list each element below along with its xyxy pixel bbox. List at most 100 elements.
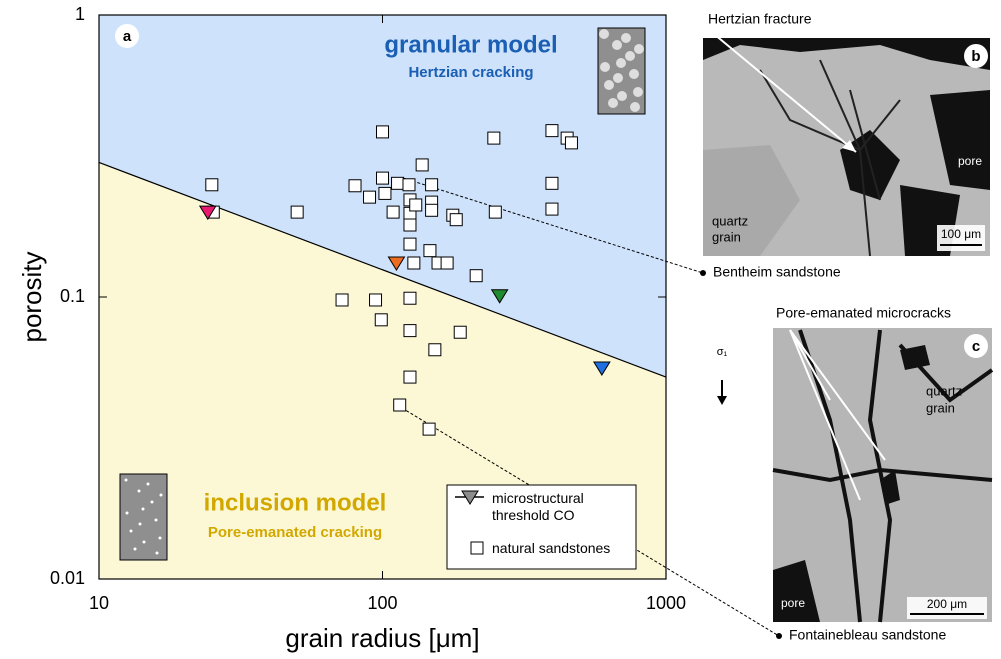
scale-label: 100 μm bbox=[941, 227, 981, 241]
annotation: Pore-emanated cracking bbox=[208, 524, 382, 541]
sandstone-point bbox=[348, 179, 362, 193]
annotation: granular model bbox=[384, 31, 557, 58]
inset-dot bbox=[634, 44, 644, 54]
inset-dot bbox=[154, 518, 158, 522]
sandstone-point bbox=[378, 186, 392, 200]
panel-label: a bbox=[123, 28, 132, 45]
sandstone-point bbox=[403, 370, 417, 384]
inset-dot bbox=[600, 62, 610, 72]
annotation: inclusion model bbox=[204, 489, 387, 516]
sandstone-point bbox=[440, 256, 454, 270]
inset-dot bbox=[124, 478, 128, 482]
y-tick-label: 0.1 bbox=[60, 286, 85, 306]
pore-label: pore bbox=[958, 154, 982, 168]
sandstone-point bbox=[469, 269, 483, 283]
inset-dot bbox=[150, 500, 154, 504]
sandstone-point bbox=[403, 237, 417, 251]
inset-dot bbox=[613, 73, 623, 83]
sandstone-point bbox=[363, 190, 377, 204]
sandstone-point bbox=[545, 176, 559, 190]
sandstone-point bbox=[290, 205, 304, 219]
y-axis-label: porosity bbox=[17, 251, 47, 342]
inset-dot bbox=[612, 40, 622, 50]
inset-dot bbox=[142, 540, 146, 544]
inset-dot bbox=[125, 511, 129, 515]
inset-dot bbox=[129, 529, 133, 533]
sandstone-point bbox=[409, 198, 423, 212]
inset-dot bbox=[158, 536, 162, 540]
sandstone-point bbox=[564, 136, 578, 150]
sandstone-point bbox=[423, 244, 437, 258]
legend-marker bbox=[461, 490, 479, 505]
threshold-point bbox=[198, 205, 217, 221]
inset-dot bbox=[159, 493, 163, 497]
threshold-line bbox=[98, 161, 667, 378]
grain-label: grain bbox=[926, 400, 955, 415]
inset-dot bbox=[604, 80, 614, 90]
sandstone-point bbox=[545, 124, 559, 138]
sandstone-point bbox=[425, 203, 439, 217]
sandstone-point bbox=[335, 293, 349, 307]
stress-label: σ₁ bbox=[717, 346, 728, 358]
x-axis-label: grain radius [μm] bbox=[285, 623, 479, 653]
y-tick-label: 0.01 bbox=[50, 568, 85, 588]
leader-line bbox=[402, 177, 704, 274]
legend-label: natural sandstones bbox=[492, 540, 611, 556]
inset-dot bbox=[633, 87, 643, 97]
inset-dot bbox=[629, 69, 639, 79]
sandstone-point bbox=[403, 291, 417, 305]
sandstone-point bbox=[205, 178, 219, 192]
sandstone-point bbox=[487, 131, 501, 145]
sandstone-point bbox=[402, 178, 416, 192]
sample-label: Bentheim sandstone bbox=[713, 264, 841, 280]
scale-label: 200 μm bbox=[927, 597, 967, 611]
sandstone-point bbox=[407, 256, 421, 270]
inset-dot bbox=[616, 58, 626, 68]
micrograph-b bbox=[703, 33, 990, 257]
x-tick-label: 10 bbox=[89, 593, 109, 613]
sandstone-point bbox=[545, 202, 559, 216]
inset-dot bbox=[621, 33, 631, 43]
inset-dot bbox=[146, 482, 150, 486]
micrograph-c bbox=[717, 328, 994, 623]
legend-box bbox=[446, 484, 637, 570]
inset-dot bbox=[630, 102, 640, 112]
sandstone-point bbox=[391, 176, 405, 190]
sandstone-point bbox=[369, 293, 383, 307]
inset-dot bbox=[608, 98, 618, 108]
inset-dot bbox=[625, 51, 635, 61]
panel-label-c: c bbox=[972, 338, 980, 355]
inset-dot bbox=[599, 29, 609, 39]
threshold-point bbox=[490, 289, 509, 304]
grain-label: grain bbox=[712, 229, 741, 244]
sandstone-point bbox=[403, 218, 417, 232]
inset-dot bbox=[138, 522, 142, 526]
pore-label: pore bbox=[781, 596, 805, 610]
inset-dot bbox=[155, 551, 159, 555]
sandstone-point bbox=[415, 158, 429, 172]
annotation: Hertzian cracking bbox=[408, 64, 533, 81]
panel-label-b: b bbox=[971, 48, 980, 65]
grain-label: quartz bbox=[712, 213, 748, 228]
sandstone-point bbox=[393, 398, 407, 412]
sandstone-point bbox=[376, 125, 389, 139]
sandstone-point bbox=[376, 171, 389, 185]
grain-label: quartz bbox=[926, 383, 962, 398]
sandstone-point bbox=[449, 213, 463, 227]
inset bbox=[119, 473, 168, 561]
sandstone-point bbox=[428, 343, 442, 357]
caption-c: Pore-emanated microcracks bbox=[776, 305, 951, 321]
panel-badge bbox=[115, 24, 139, 48]
sandstone-point bbox=[403, 324, 417, 338]
caption-b: Hertzian fracture bbox=[708, 11, 812, 27]
sandstone-point bbox=[374, 313, 388, 327]
inset-dot bbox=[141, 507, 145, 511]
legend-label: microstructural threshold CO bbox=[492, 490, 584, 523]
sample-label: Fontainebleau sandstone bbox=[789, 627, 946, 643]
sandstone-point bbox=[425, 178, 439, 192]
threshold-point bbox=[387, 256, 406, 271]
threshold-point bbox=[592, 361, 611, 376]
sandstone-point bbox=[386, 205, 400, 219]
